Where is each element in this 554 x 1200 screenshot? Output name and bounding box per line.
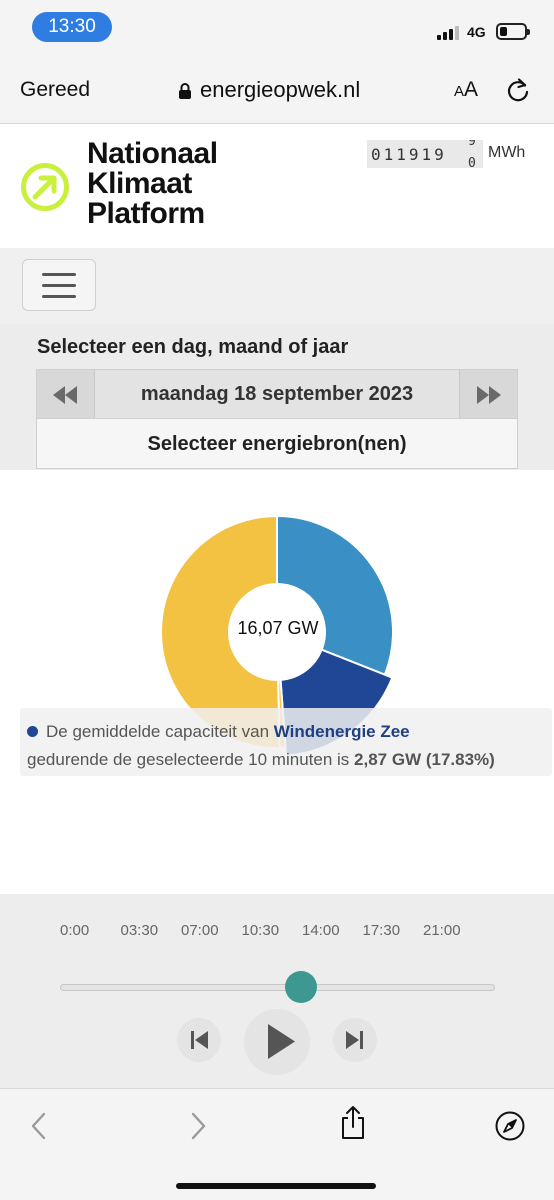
fast-forward-icon <box>477 386 501 404</box>
play-icon <box>268 1024 295 1059</box>
reload-icon[interactable] <box>505 76 531 104</box>
back-icon[interactable] <box>28 1111 50 1141</box>
play-button[interactable] <box>244 1009 310 1075</box>
timeline-tick[interactable]: 10:30 <box>241 922 280 939</box>
rewind-icon <box>53 386 77 404</box>
battery-level <box>500 27 508 36</box>
timeline-tick[interactable]: 07:00 <box>181 922 219 939</box>
forward-icon[interactable] <box>187 1111 209 1141</box>
done-button[interactable]: Gereed <box>20 78 91 101</box>
url-field[interactable]: energieopwek.nl <box>200 77 361 102</box>
hamburger-icon <box>42 273 76 276</box>
skip-back-icon <box>191 1031 208 1049</box>
status-bar: 13:30 4G <box>0 0 554 56</box>
nav-band <box>0 248 554 324</box>
browser-bottom-bar <box>0 1088 554 1200</box>
chart-tooltip: De gemiddelde capaciteit van Windenergie… <box>20 708 552 776</box>
browser-toolbar: Gereed energieopwek.nl AA <box>0 56 554 124</box>
timeline-tick[interactable]: 14:00 <box>302 922 340 939</box>
compass-icon[interactable] <box>494 1110 526 1142</box>
selected-date[interactable]: maandag 18 september 2023 <box>140 383 414 405</box>
date-row: maandag 18 september 2023 <box>36 369 518 419</box>
time-slider-track[interactable] <box>60 984 495 991</box>
skip-forward-icon <box>346 1031 363 1049</box>
menu-button[interactable] <box>22 259 96 311</box>
chart-area: 16,07 GW De gemiddelde capaciteit van Wi… <box>0 470 554 894</box>
step-back-button[interactable] <box>177 1018 221 1062</box>
timeline-tick[interactable]: 0:00 <box>60 922 90 939</box>
series-dot-icon <box>27 726 38 737</box>
donut-slice-0[interactable] <box>276 514 394 677</box>
status-time: 13:30 <box>32 12 112 42</box>
site-logo-text[interactable]: Nationaal Klimaat Platform <box>87 137 218 230</box>
signal-icon <box>437 26 459 40</box>
step-forward-button[interactable] <box>333 1018 377 1062</box>
text-size-button[interactable]: AA <box>454 78 479 101</box>
select-source-button[interactable]: Selecteer energiebron(nen) <box>36 419 518 469</box>
donut-center-label: 16,07 GW <box>237 618 319 638</box>
home-indicator <box>176 1183 376 1189</box>
next-day-button[interactable] <box>459 370 517 418</box>
previous-day-button[interactable] <box>37 370 95 418</box>
tooltip-source: Windenergie Zee <box>273 722 410 741</box>
energy-counter: 011919 9 0 <box>367 140 483 168</box>
timeline-tick[interactable]: 21:00 <box>423 922 461 939</box>
network-label: 4G <box>467 24 486 40</box>
lock-icon <box>179 83 191 99</box>
tooltip-value: 2,87 GW (17.83%) <box>354 750 495 769</box>
date-selector: Selecteer een dag, maand of jaar maandag… <box>0 324 554 470</box>
counter-unit: MWh <box>488 144 526 161</box>
selector-title: Selecteer een dag, maand of jaar <box>37 336 349 358</box>
logo-arrow-icon[interactable] <box>20 162 70 212</box>
site-header: Nationaal Klimaat Platform 011919 9 0 MWh <box>0 124 554 248</box>
timeline-tick[interactable]: 17:30 <box>362 922 401 939</box>
battery-icon <box>496 23 530 40</box>
timeline-tick[interactable]: 03:30 <box>120 922 159 939</box>
share-icon[interactable] <box>339 1105 367 1141</box>
timeline-panel: 0:00 03:30 07:00 10:30 14:00 17:30 21:00 <box>0 894 554 1088</box>
time-slider-thumb[interactable] <box>285 971 318 1003</box>
